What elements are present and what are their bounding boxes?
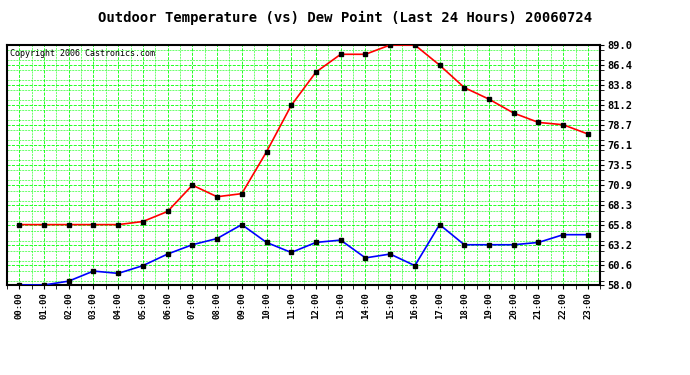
Text: Copyright 2006 Castronics.com: Copyright 2006 Castronics.com [10, 49, 155, 58]
Text: Outdoor Temperature (vs) Dew Point (Last 24 Hours) 20060724: Outdoor Temperature (vs) Dew Point (Last… [98, 11, 592, 26]
